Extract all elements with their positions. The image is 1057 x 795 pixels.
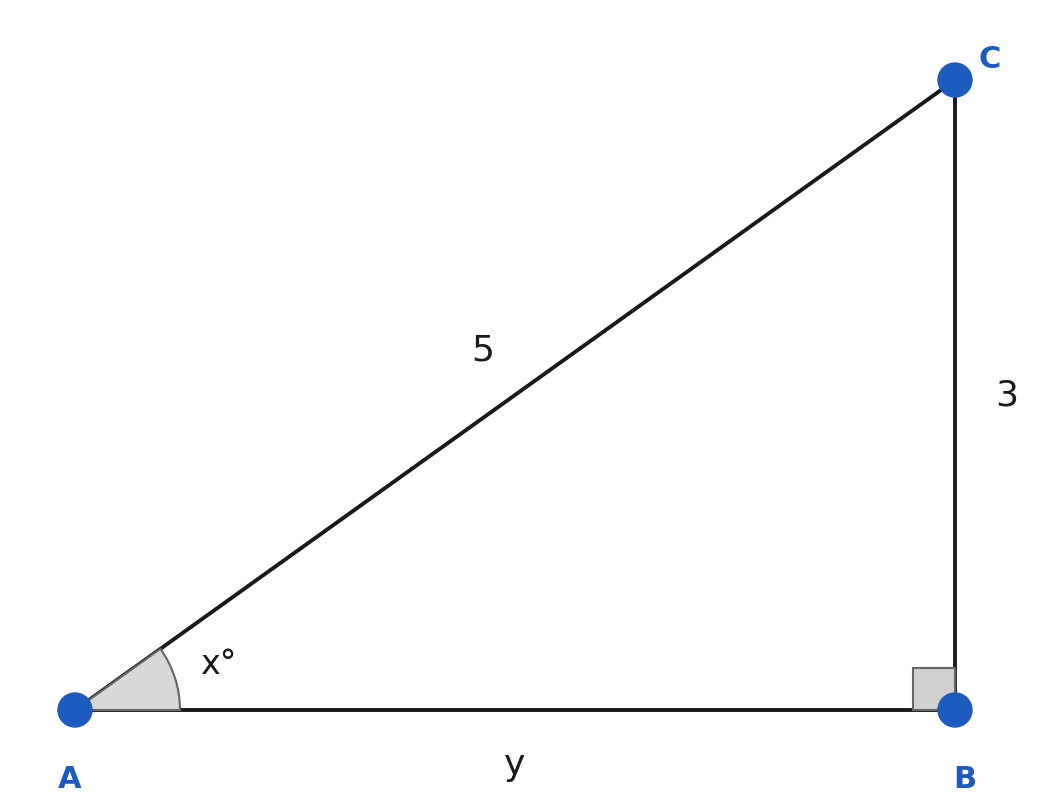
Text: C: C	[979, 45, 1001, 75]
Circle shape	[938, 693, 972, 727]
Circle shape	[58, 693, 92, 727]
Circle shape	[938, 63, 972, 97]
Text: y: y	[504, 748, 525, 782]
Text: A: A	[58, 765, 81, 794]
Text: 5: 5	[471, 333, 495, 367]
Text: B: B	[953, 765, 977, 794]
Text: 3: 3	[996, 378, 1019, 412]
Polygon shape	[913, 668, 956, 710]
Text: x°: x°	[200, 648, 236, 681]
Wedge shape	[75, 649, 180, 710]
